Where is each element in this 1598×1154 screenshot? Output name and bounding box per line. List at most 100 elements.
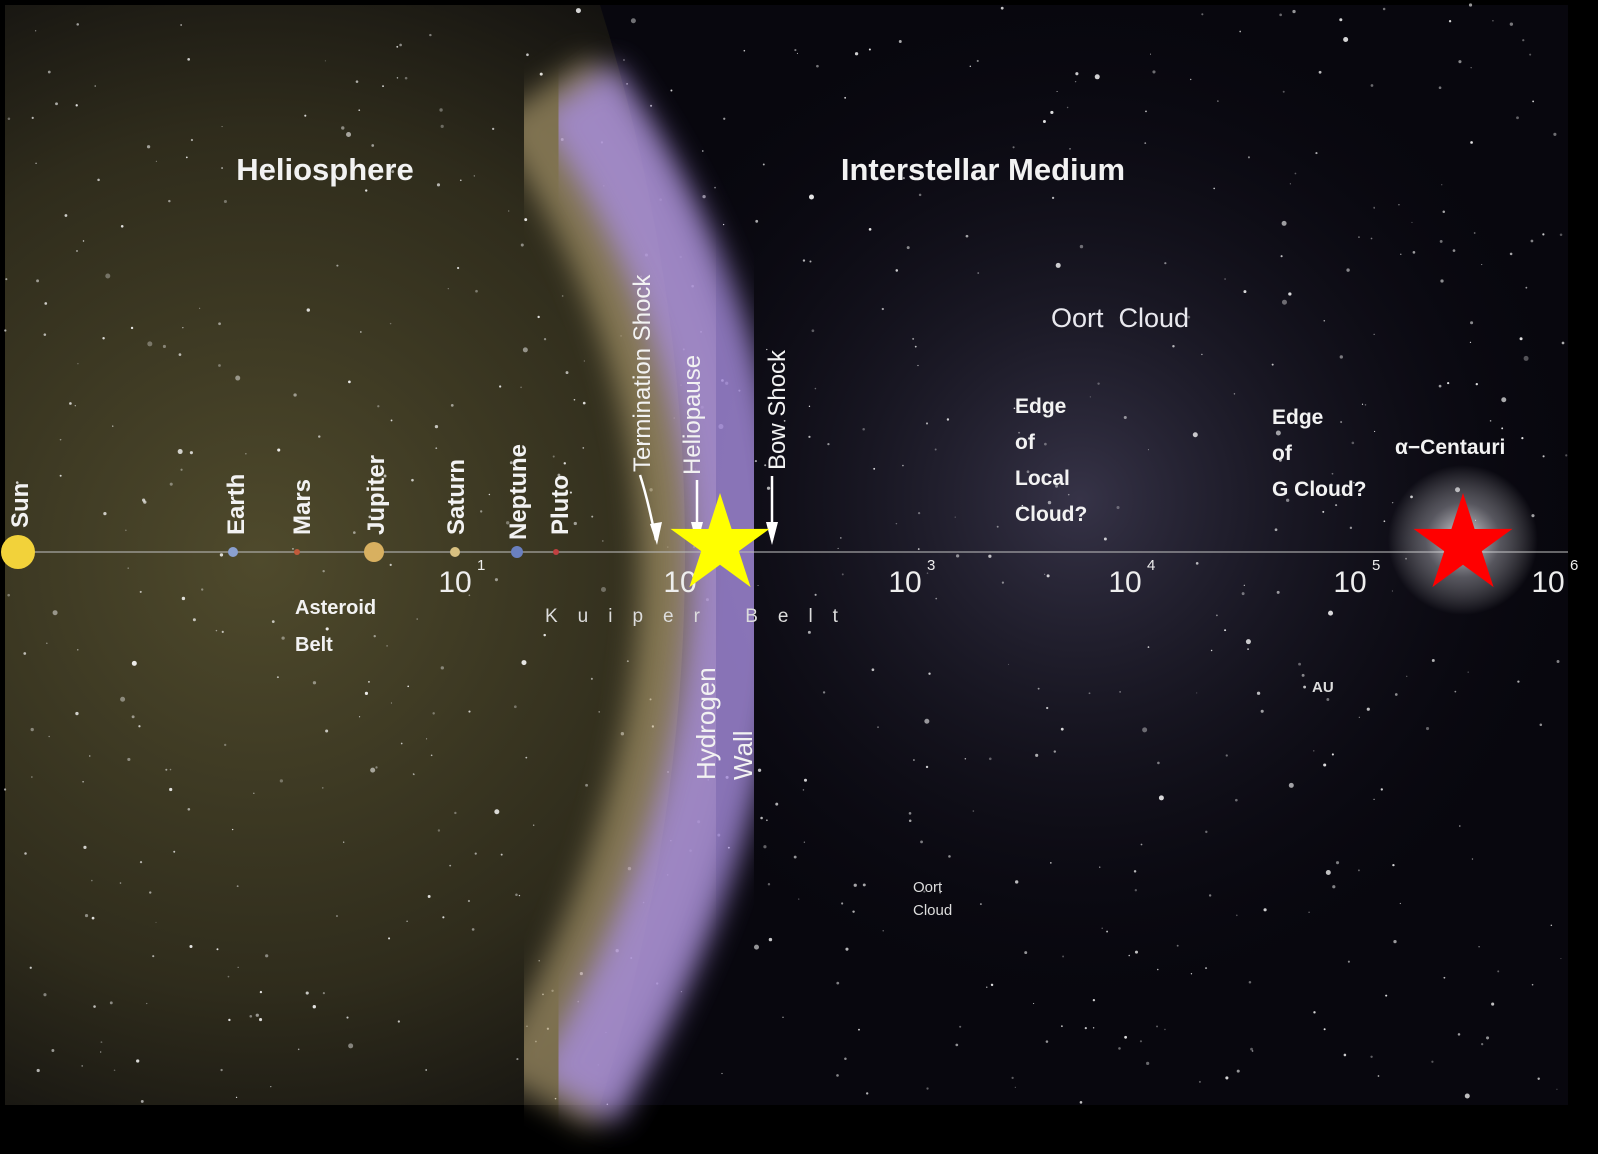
star-dot [388,937,391,940]
star-dot [1037,687,1040,690]
star-dot [939,891,941,894]
star-dot [1516,116,1519,120]
star-dot [1339,493,1342,496]
star-dot [1303,685,1307,689]
star-dot [1134,889,1137,892]
label-line: Local [1015,467,1070,490]
star-dot [1521,437,1524,440]
star-dot [1099,866,1101,868]
star-dot [1343,1053,1347,1057]
star-dot [807,630,811,634]
star-dot [782,1016,784,1018]
star-dot [1033,1002,1035,1005]
star-dot [1279,13,1282,17]
star-dot [1084,1027,1087,1030]
star-dot [898,40,902,43]
star-dot [94,85,96,87]
star-dot [965,234,969,238]
star-dot [1501,397,1507,403]
star-dot [1370,84,1374,87]
star-dot [480,510,483,513]
star-dot [537,315,540,319]
star-dot [397,1020,400,1023]
star-dot [1441,184,1443,186]
star-dot [925,422,929,425]
star-dot [1339,18,1343,22]
star-dot [304,114,307,117]
star-dot [368,680,370,683]
star-dot [434,425,439,429]
star-dot [763,845,767,849]
star-dot [1373,207,1375,209]
star-dot [43,333,47,336]
star-dot [93,1005,96,1008]
star-dot [854,52,859,56]
star-dot [1101,927,1103,929]
star-dot [1478,946,1480,948]
star-dot [844,96,847,99]
star-dot [102,337,105,340]
label-line: Edge [1272,406,1323,429]
body-label: Jupiter [363,455,390,535]
star-dot [802,789,805,791]
star-dot [1374,430,1376,433]
star-dot [543,633,546,637]
star-dot [1349,526,1353,530]
star-dot [1044,573,1046,575]
star-dot [721,1072,723,1075]
body-label: Pluto [547,475,574,535]
star-dot [552,455,555,458]
axis-ticks: 101102103104105106 [438,557,1578,599]
star-dot [816,64,819,68]
star-dot [1529,53,1532,56]
star-dot [1013,407,1016,410]
star-dot [355,80,359,83]
tick-base: 10 [438,566,471,599]
star-dot [177,449,183,455]
star-dot [471,928,475,931]
star-dot [767,883,771,886]
star-dot [1361,403,1364,405]
hydrogen-wall: Hydrogen Wall [691,667,758,780]
star-dot [373,634,376,638]
star-dot [877,726,879,729]
star-dot [977,272,980,274]
star-dot [1400,253,1402,255]
star-dot [794,48,797,52]
label-line: Wall [728,730,758,780]
star-dot [227,975,230,978]
star-dot [255,1013,259,1017]
star-dot [1247,156,1250,159]
star-dot [775,802,779,806]
star-dot [508,210,510,212]
star-dot [1351,441,1355,445]
star-dot [1195,562,1199,565]
yellow-star [670,493,770,588]
tick-exponent: 3 [927,557,935,574]
star-dot [270,1086,272,1088]
star-dot [917,548,920,550]
star-dot [583,360,585,362]
star-dot [853,883,857,887]
star-dot [1539,723,1543,726]
star-dot [1225,754,1228,757]
star-dot [1288,782,1294,788]
star-dot [143,500,147,504]
star-dot [996,525,999,528]
heliosphere-glow [5,5,685,1105]
star-dot [368,515,372,519]
star-dot [216,948,219,951]
star-dot [1225,1076,1229,1080]
star-dot [220,1068,223,1072]
star-dot [119,882,122,884]
star-dot [4,329,7,332]
star-dot [231,828,234,831]
star-dot [1233,393,1236,395]
star-dot [475,289,478,293]
star-dot [630,18,636,24]
star-dot [215,629,218,632]
star-dot [89,755,91,757]
star-dot [1256,691,1261,695]
star-dot [602,540,604,542]
star-dot [1092,999,1096,1002]
